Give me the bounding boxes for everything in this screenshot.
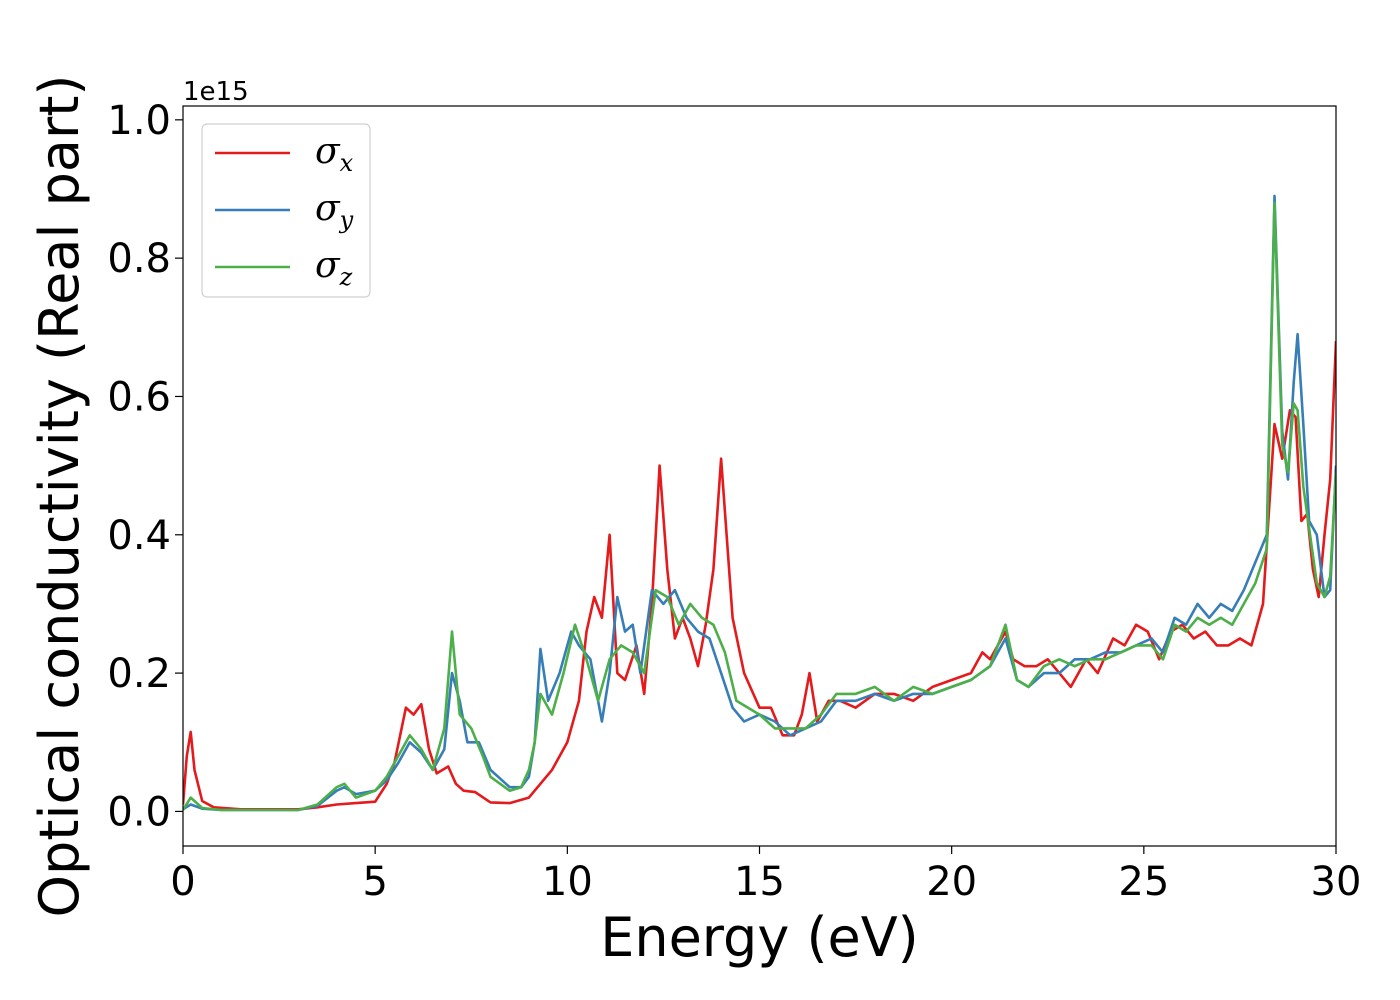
y-tick-label: 1.0	[107, 98, 171, 144]
y-axis-label: Optical conductivity (Real part)	[28, 75, 91, 918]
series-lines	[183, 194, 1336, 812]
x-tick-label: 15	[734, 859, 785, 905]
x-tick-label: 0	[170, 859, 195, 905]
y-tick-label: 0.8	[107, 236, 171, 282]
y-tick-label: 0.6	[107, 374, 171, 420]
x-tick-label: 20	[926, 859, 977, 905]
x-axis-label: Energy (eV)	[600, 906, 919, 969]
x-tick-label: 10	[542, 859, 593, 905]
series-line-x	[183, 341, 1336, 811]
y-offset-label: 1e15	[183, 77, 249, 107]
y-tick-label: 0.2	[107, 651, 171, 697]
x-tick-label: 25	[1118, 859, 1169, 905]
y-tick-label: 0.4	[107, 513, 171, 559]
x-tick-label: 30	[1311, 859, 1362, 905]
series-line-y	[183, 194, 1336, 812]
x-tick-label: 5	[362, 859, 387, 905]
series-line-z	[183, 201, 1336, 812]
legend-label-x: σx	[315, 131, 354, 177]
y-tick-label: 0.0	[107, 789, 171, 835]
axis-ticks: 0 5 10 15 20 25 30 0.0 0.2 0.4 0.6 0.8 1.0	[107, 98, 1361, 905]
